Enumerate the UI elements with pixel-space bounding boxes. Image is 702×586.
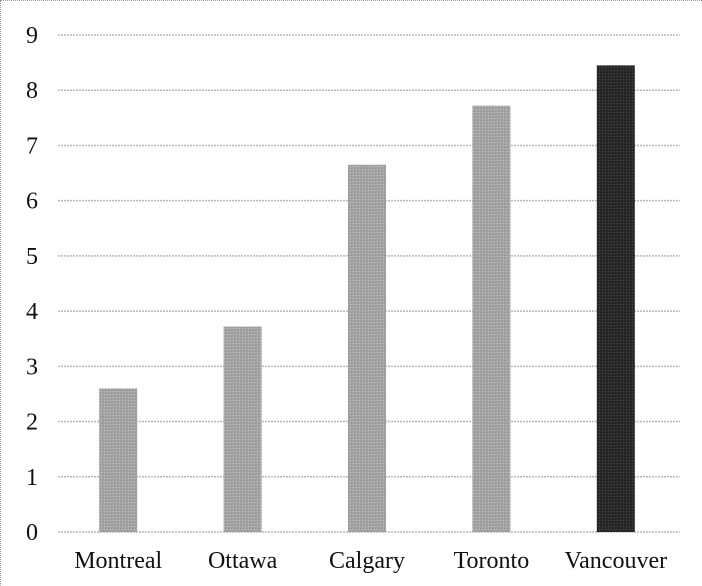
x-category-label-vancouver: Vancouver (564, 548, 667, 574)
y-tick-label-3: 3 (26, 354, 38, 380)
y-tick-label-2: 2 (26, 410, 38, 436)
x-axis-category-labels: Montreal Ottawa Calgary Toronto Vancouver (74, 548, 667, 574)
bar-vancouver (596, 65, 635, 532)
x-category-label-toronto: Toronto (454, 548, 530, 574)
bar-montreal (99, 388, 138, 532)
x-category-label-calgary: Calgary (329, 548, 405, 574)
bar-calgary (348, 164, 386, 532)
y-tick-label-4: 4 (26, 299, 38, 325)
y-tick-label-6: 6 (26, 189, 38, 215)
x-category-label-montreal: Montreal (74, 548, 162, 574)
y-tick-label-7: 7 (26, 133, 38, 159)
y-tick-label-8: 8 (26, 78, 38, 104)
y-tick-label-9: 9 (26, 23, 38, 49)
y-tick-label-0: 0 (26, 520, 38, 546)
y-tick-label-1: 1 (26, 465, 38, 491)
bar-toronto (472, 105, 511, 532)
x-category-label-ottawa: Ottawa (208, 548, 278, 574)
y-tick-label-5: 5 (26, 244, 38, 270)
bar-ottawa (223, 326, 262, 532)
y-axis-tick-labels: 0 1 2 3 4 5 6 7 8 9 (26, 23, 38, 546)
bars (99, 65, 635, 532)
